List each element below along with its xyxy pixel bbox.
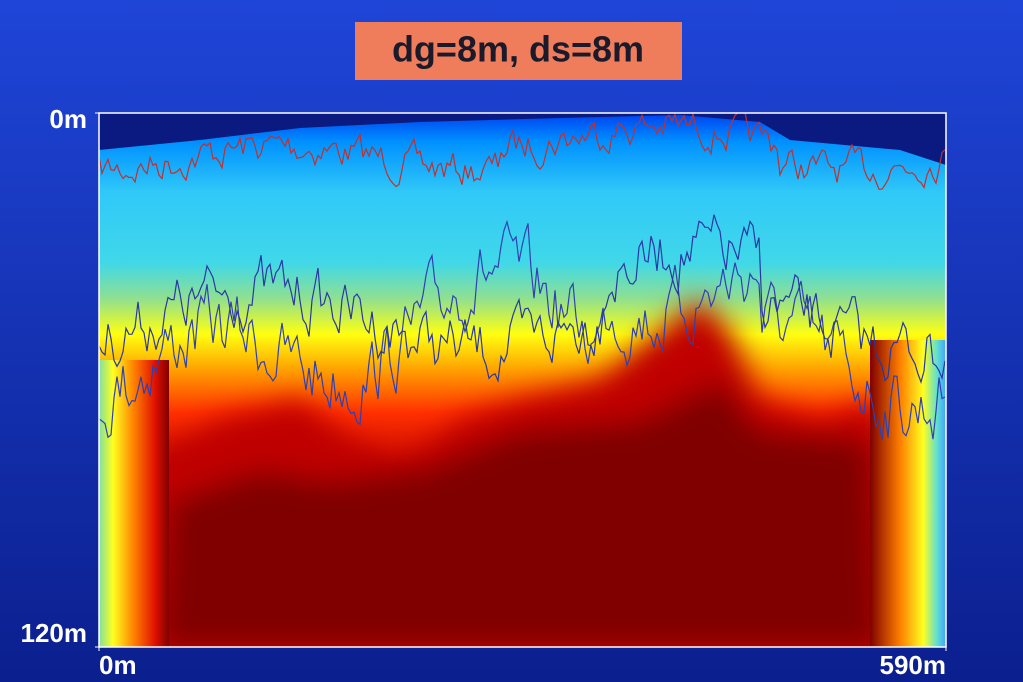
traces	[99, 113, 946, 440]
deep-zone	[140, 300, 900, 647]
y-tick-label: 0m	[49, 104, 87, 134]
title-box	[355, 22, 682, 80]
left-edge	[99, 360, 169, 647]
layer-trace	[99, 219, 946, 440]
x-tick-label: 0m	[99, 650, 137, 680]
y-tick-label: 120m	[21, 618, 88, 648]
plot-area	[99, 113, 946, 647]
layer-trace	[99, 214, 946, 384]
chart-title: dg=8m, ds=8m	[392, 29, 644, 70]
right-edge	[870, 340, 946, 647]
x-tick-label: 590m	[880, 650, 947, 680]
surface-trace	[99, 113, 946, 190]
plot-frame	[98, 112, 947, 648]
